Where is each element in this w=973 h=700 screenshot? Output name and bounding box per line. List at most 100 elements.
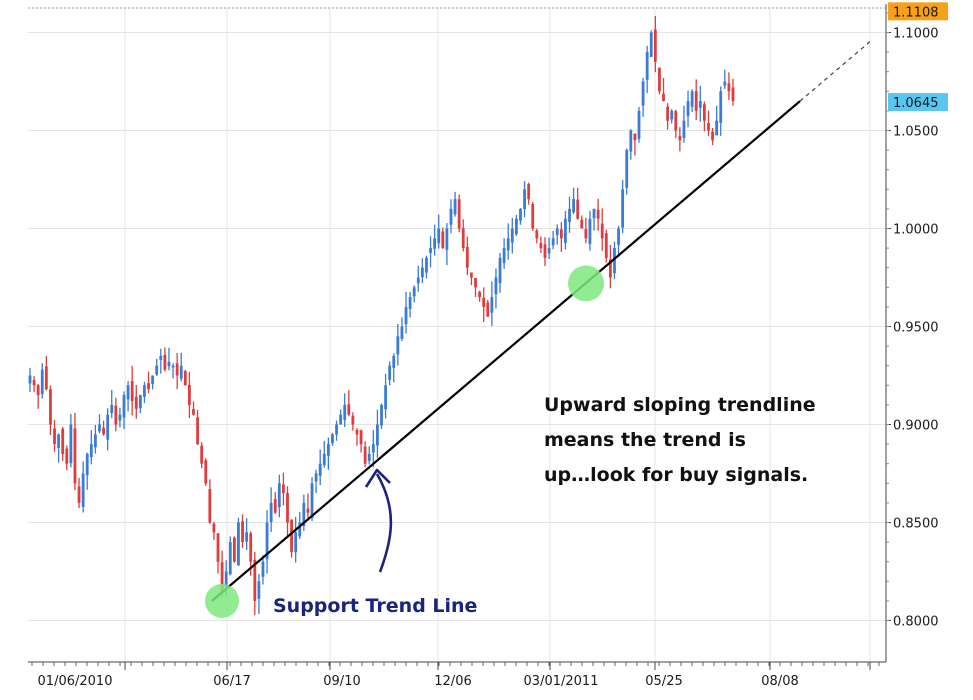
candle-body — [523, 189, 526, 209]
candle-body — [318, 463, 322, 476]
x-tick-label: 03/01/2011 — [524, 674, 599, 689]
candle-body — [576, 199, 580, 219]
candle-body — [588, 218, 592, 244]
candle-body — [727, 83, 731, 92]
trend-touch-point-1 — [205, 583, 239, 618]
candle-body — [494, 277, 498, 295]
candle-body — [110, 404, 114, 413]
candle-body — [232, 537, 236, 562]
candle-body — [682, 120, 686, 139]
y-tick-label: 0.8500 — [893, 517, 939, 532]
candle-body — [261, 561, 265, 577]
candle-body — [621, 189, 625, 228]
candle-body — [114, 405, 118, 425]
candle-body — [306, 508, 310, 513]
candle-body — [204, 460, 208, 484]
candle-body — [433, 238, 437, 249]
candle-body — [376, 424, 379, 446]
candle-body — [310, 483, 314, 519]
candle-body — [416, 277, 420, 284]
candle-body — [506, 238, 510, 251]
candle-body — [674, 111, 678, 131]
candle-body — [425, 257, 428, 273]
candle-body — [637, 110, 641, 139]
candle-body — [224, 571, 228, 587]
candle-body — [420, 267, 424, 278]
candle-body — [93, 434, 97, 448]
candle-body — [363, 446, 367, 464]
candle-body — [707, 123, 710, 131]
candle-body — [44, 366, 48, 390]
candle-body — [412, 287, 416, 297]
candle-body — [592, 208, 596, 219]
candle-body — [138, 395, 142, 409]
candle-body — [241, 521, 244, 543]
annotation-line-1: Upward sloping trendline — [544, 394, 816, 416]
candle-body — [658, 67, 661, 92]
candle-body — [265, 522, 269, 560]
candle-body — [257, 581, 261, 599]
candle-body — [539, 242, 543, 249]
candle-body — [98, 424, 101, 432]
candle-body — [404, 306, 408, 325]
candle-body — [249, 533, 253, 562]
candle-body — [498, 257, 502, 284]
candle-body — [559, 229, 563, 239]
candle-body — [171, 365, 175, 368]
candle-body — [118, 414, 122, 421]
candle-body — [367, 453, 371, 461]
candle-body — [122, 395, 126, 418]
candle-body — [294, 532, 298, 553]
candle-body — [645, 52, 649, 80]
candle-body — [183, 371, 187, 386]
candle-body — [543, 244, 547, 258]
candle-body — [564, 218, 567, 243]
candle-body — [49, 389, 52, 425]
candle-body — [547, 248, 551, 254]
candle-body — [625, 150, 629, 188]
candle-body — [392, 355, 396, 368]
candle-body — [290, 519, 293, 552]
candle-body — [192, 409, 195, 415]
candle-body — [298, 522, 302, 537]
candle-body — [702, 104, 706, 121]
candle-body — [653, 29, 657, 62]
x-tick-label: 08/08 — [761, 674, 798, 689]
y-tick-label: 0.9000 — [893, 419, 939, 434]
annotation-line-3: up…look for buy signals. — [544, 464, 808, 486]
arrow-head-icon — [364, 468, 391, 488]
candle-body — [568, 208, 571, 222]
support-trend-line — [211, 100, 801, 602]
candle-body — [32, 380, 36, 386]
candle-body — [596, 209, 600, 219]
candle-body — [600, 223, 604, 239]
x-tick-label: 05/25 — [645, 674, 682, 689]
candle-body — [155, 365, 159, 375]
candle-body — [89, 444, 93, 457]
x-tick-label: 12/06 — [434, 674, 471, 689]
candle-body — [437, 228, 441, 244]
candle-body — [686, 101, 690, 117]
candle-body — [343, 404, 347, 420]
candle-body — [510, 228, 514, 243]
candle-body — [322, 453, 326, 465]
candle-body — [555, 228, 559, 235]
candle-body — [731, 87, 735, 102]
candle-body — [245, 532, 249, 542]
candle-body — [535, 230, 539, 239]
candle-body — [572, 199, 575, 213]
candle-body — [604, 233, 608, 258]
y-tick-label: 0.8000 — [893, 615, 939, 630]
candle-body — [69, 424, 73, 464]
candle-body — [649, 32, 653, 57]
x-tick-label: 09/10 — [323, 674, 360, 689]
candle-body — [351, 415, 355, 425]
candle-body — [678, 136, 682, 141]
candle-body — [126, 385, 130, 400]
candle-body — [723, 81, 727, 86]
x-tick-label: 01/06/2010 — [38, 674, 113, 689]
candle-body — [65, 448, 69, 464]
candle-body — [212, 523, 216, 533]
candle-body — [130, 381, 134, 401]
